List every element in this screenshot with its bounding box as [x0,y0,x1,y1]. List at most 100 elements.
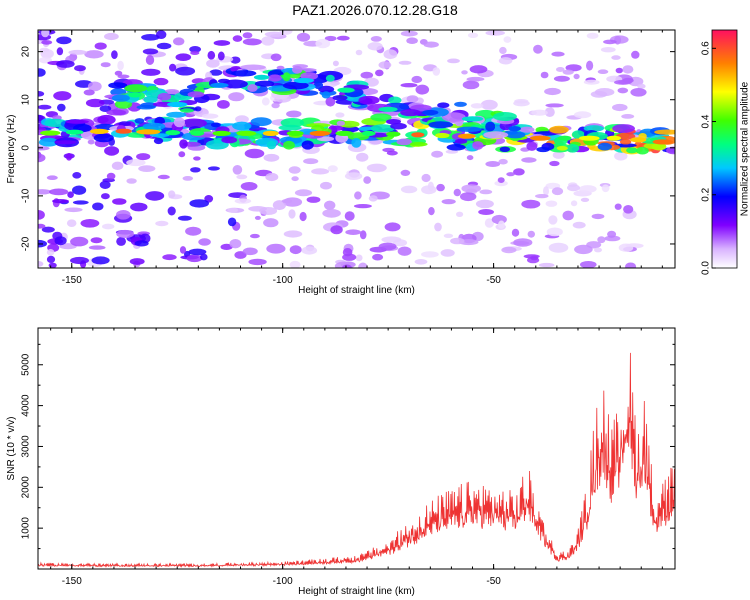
noise-blob [288,209,296,219]
main-band-blob [390,122,407,130]
noise-blob [612,103,628,112]
noise-blob [551,51,565,57]
upper-band-core [293,77,314,84]
noise-blob [101,193,110,200]
noise-blob [244,148,265,159]
noise-blob [299,211,307,222]
noise-blob [303,158,319,165]
noise-blob [479,189,493,195]
noise-blob [594,247,602,253]
noise-blob [46,249,55,256]
page-title: PAZ1.2026.070.12.28.G18 [292,2,458,18]
noise-blob [99,180,111,189]
noise-blob [117,74,130,79]
main-band-core [309,130,330,136]
main-band-blob [210,122,221,128]
main-band-blob [54,140,77,145]
noise-blob [168,190,176,199]
noise-blob [614,203,622,210]
upper-band-blob [247,84,258,92]
main-band-blob [619,139,632,145]
noise-blob [83,89,95,96]
upper-band-blob [279,74,291,79]
noise-blob [182,176,194,181]
upper-band-blob [437,102,450,108]
y-axis-label: SNR (10 * v/v) [6,417,17,481]
noise-blob [142,48,159,55]
noise-blob [220,243,233,250]
noise-blob [74,65,86,72]
noise-blob [213,40,231,46]
main-band-blob [181,118,208,128]
upper-band-blob [254,80,275,87]
main-band-blob [221,136,238,144]
main-band-blob [499,146,510,152]
noise-blob [242,38,262,46]
noise-blob [431,150,443,158]
noise-blob [570,200,578,207]
spectrogram-frame [37,29,676,269]
noise-blob [623,205,634,214]
noise-blob [206,59,220,68]
main-band-blob [666,146,675,155]
y-tick-label: 0 [21,145,32,151]
noise-blob [498,57,513,65]
noise-blob [99,105,112,112]
noise-blob [411,75,423,84]
noise-blob [145,191,165,201]
noise-blob [611,55,621,60]
main-band-blob [370,124,395,133]
main-band-blob [153,137,164,145]
main-band-blob [536,146,550,153]
y-tick-label: 3000 [21,435,32,458]
noise-blob [436,183,445,192]
noise-blob [102,223,115,230]
main-band-blob [93,133,114,143]
noise-blob [375,69,384,77]
noise-blob [66,219,77,227]
noise-blob [228,92,245,102]
noise-blob [185,226,202,236]
upper-band-blob [231,70,257,77]
upper-band-blob [282,81,309,90]
x-tick-label: -100 [273,275,293,286]
noise-blob [242,247,258,256]
main-band-blob [626,147,638,154]
noise-blob [503,36,512,43]
noise-blob [583,79,600,85]
noise-blob [207,50,216,60]
noise-blob [325,96,336,107]
noise-blob [615,67,623,74]
noise-blob [461,184,482,193]
noise-blob [354,191,362,200]
noise-blob [406,37,418,44]
main-band-core [579,135,600,141]
noise-blob [200,253,208,261]
noise-blob [250,233,260,239]
noise-blob [41,30,50,38]
noise-blob [580,197,590,202]
x-tick-label: -100 [273,576,293,587]
noise-blob [288,166,301,174]
noise-blob [427,181,434,191]
noise-blob [372,253,384,261]
upper-band-blob [321,91,331,99]
noise-blob [497,177,505,184]
noise-blob [38,104,52,110]
main-band-blob [301,140,314,150]
noise-blob [434,222,442,232]
main-band-core [89,128,109,134]
noise-blob [470,103,484,109]
snr-background [38,328,675,569]
colorbar-gradient [712,30,737,268]
noise-blob [232,165,243,175]
noise-blob [378,242,397,251]
noise-blob [622,65,634,74]
main-band-core [40,130,61,136]
y-tick-label: -20 [21,236,32,251]
spectrogram-plot: -150 -100 -50 20 10 0 -10 -20 Height of straight… [6,29,676,296]
noise-blob [342,264,352,268]
main-band-blob [118,121,131,127]
main-band-core [115,128,132,134]
upper-band-blob [140,102,158,109]
